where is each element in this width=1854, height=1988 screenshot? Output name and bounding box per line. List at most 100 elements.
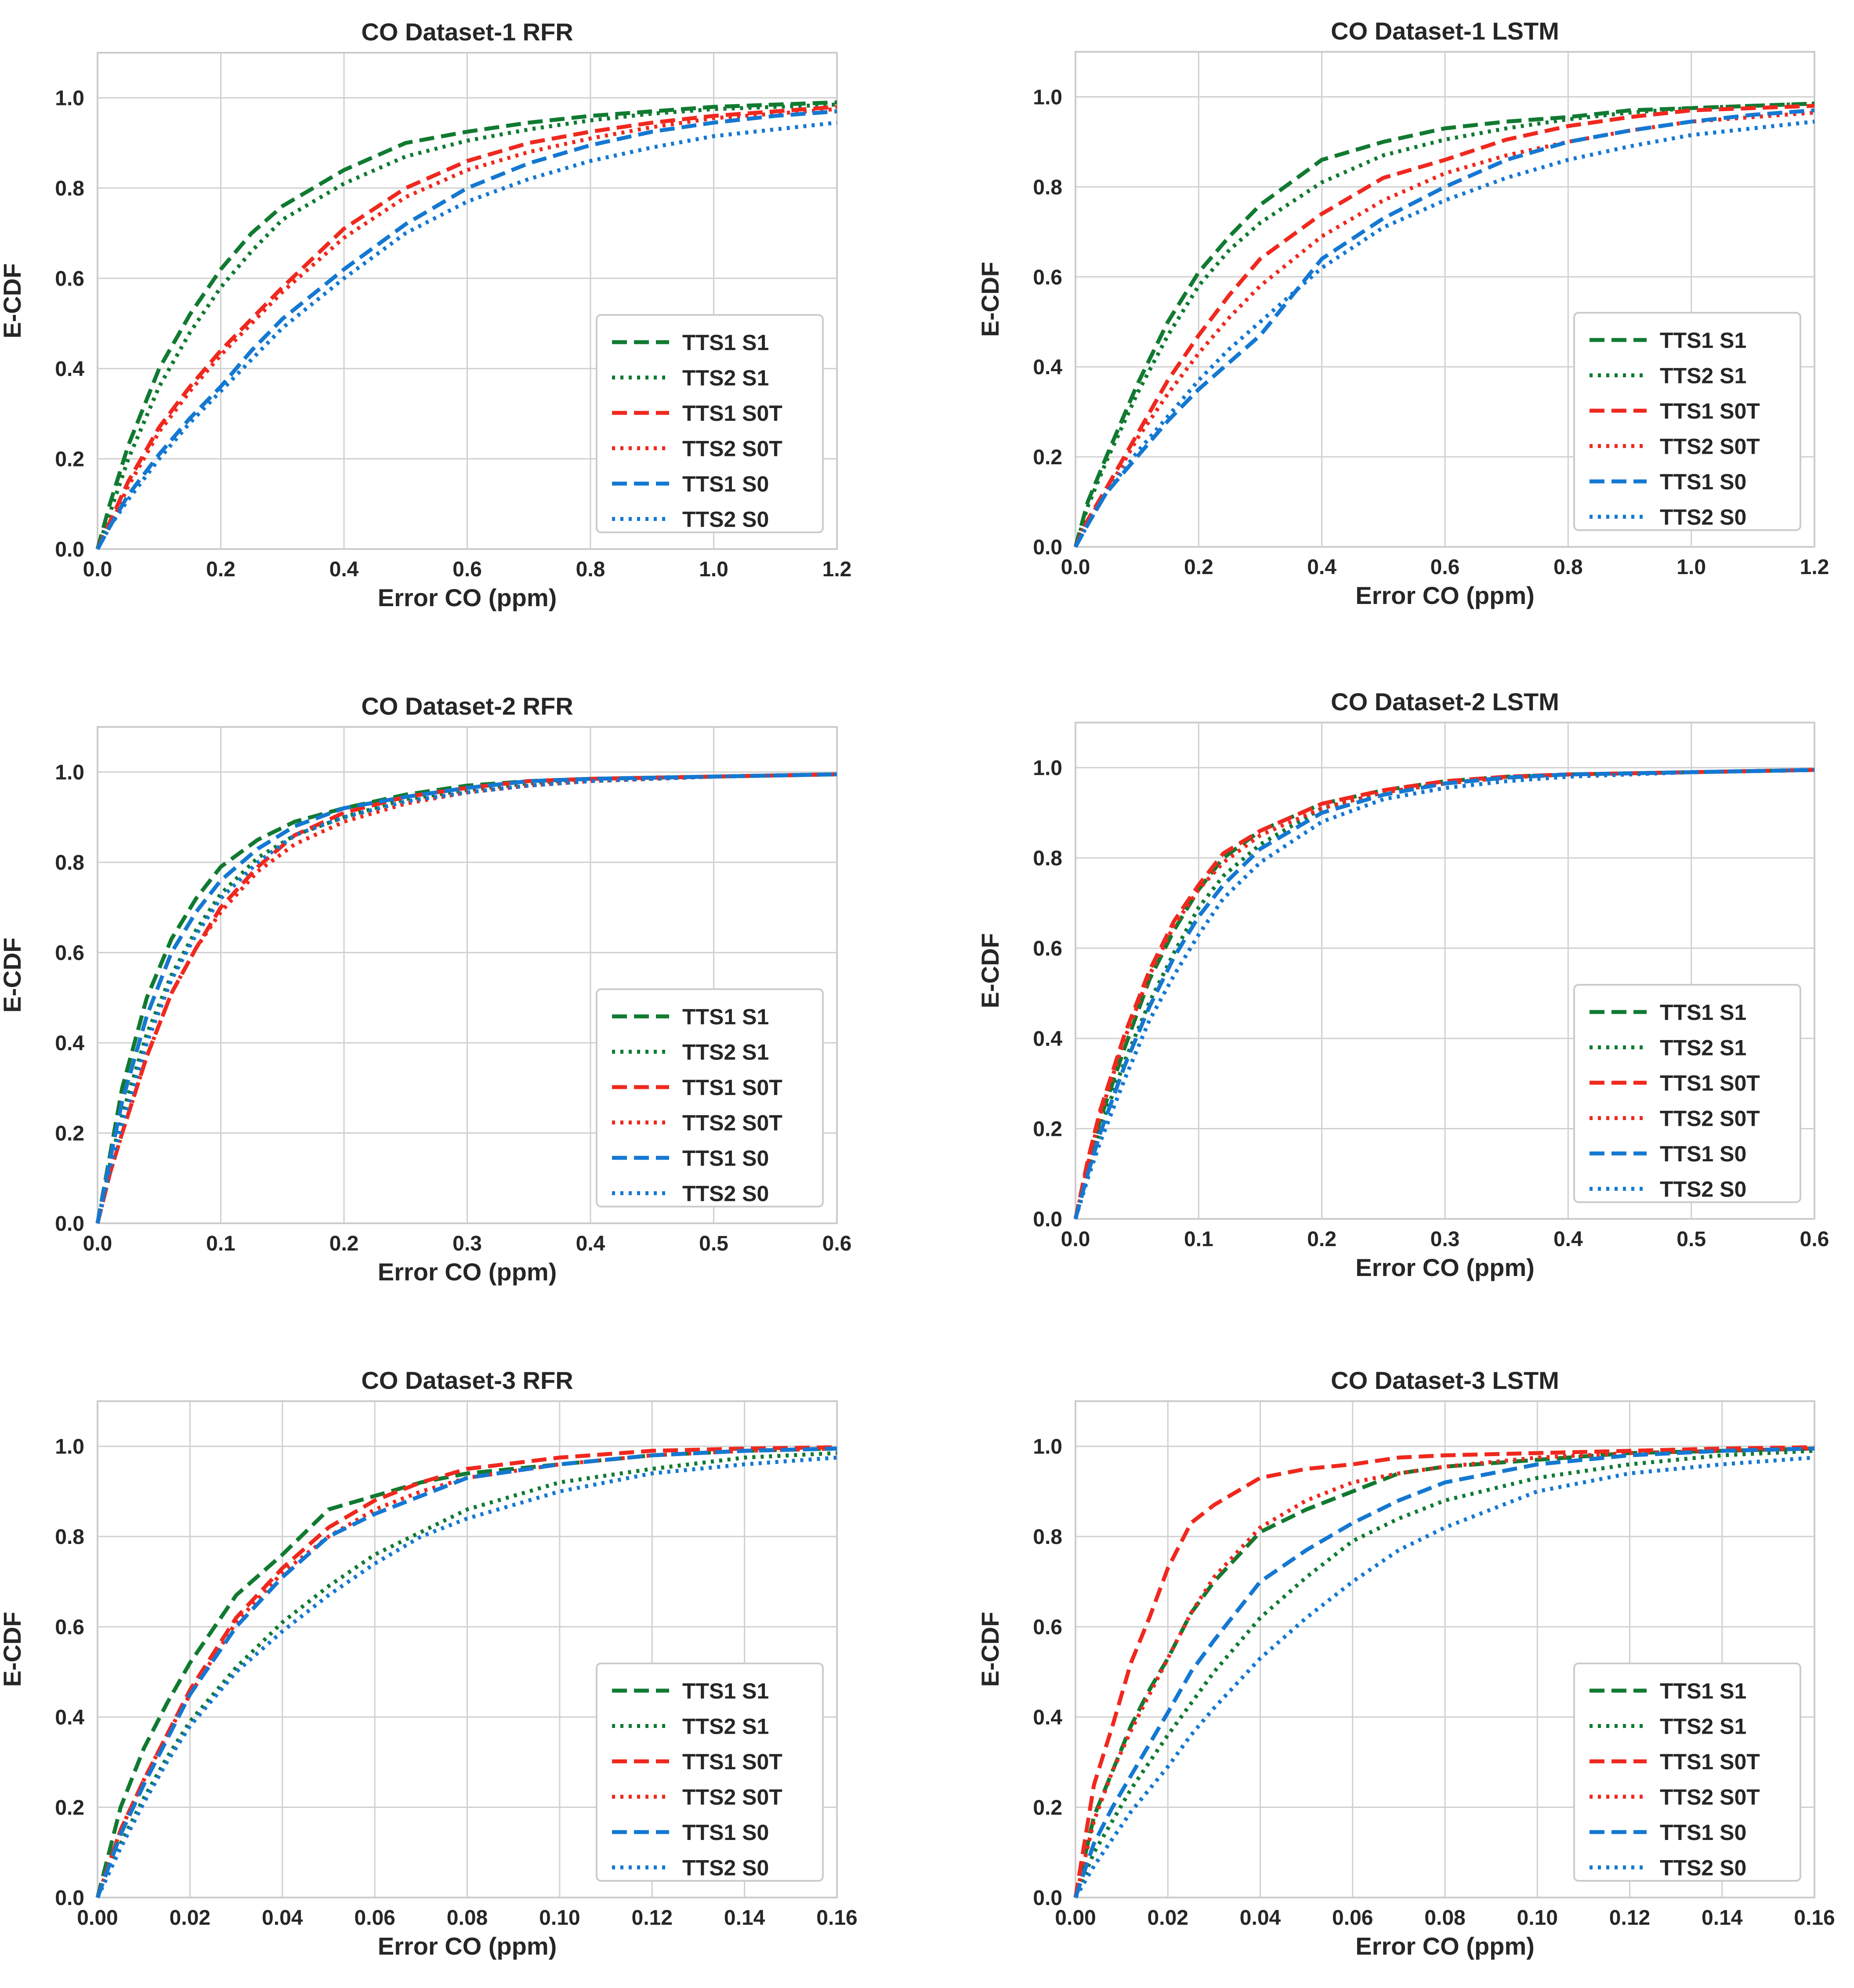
series-line-tts2-s0t [1073, 1446, 1815, 1898]
x-tick-label: 0.1 [1184, 1228, 1213, 1251]
x-tick-label: 1.0 [699, 558, 728, 581]
legend: TTS1 S1 TTS2 S1 TTS1 S0T TTS2 S0T TTS1 S0 TTS… [1573, 312, 1801, 531]
legend-label: TTS2 S1 [682, 1040, 769, 1065]
legend-box [596, 314, 824, 533]
y-tick-label: 0.2 [55, 1796, 84, 1820]
legend: TTS1 S1 TTS2 S1 TTS1 S0T TTS2 S0T TTS1 S0 TTS… [1573, 1663, 1801, 1882]
series-line-tts1-s0t [95, 105, 837, 550]
legend-label: TTS1 S0 [1660, 1142, 1746, 1166]
legend-label: TTS2 S0T [1660, 1106, 1760, 1131]
legend-label: TTS1 S0 [682, 1146, 769, 1171]
x-tick-label: 0.08 [1424, 1906, 1465, 1930]
series-line-tts2-s0 [1074, 1455, 1815, 1899]
series-line-tts2-s0 [95, 772, 837, 1224]
y-tick-label: 0.0 [55, 1887, 84, 1910]
legend-label: TTS2 S0 [1660, 1856, 1746, 1880]
plot-frame [97, 52, 838, 550]
x-tick-label: 0.02 [1148, 1906, 1188, 1930]
x-axis-label: Error CO (ppm) [378, 1258, 557, 1286]
x-tick-label: 1.2 [1800, 556, 1829, 579]
legend-label: TTS1 S1 [1660, 1000, 1746, 1025]
legend-box [596, 1663, 824, 1882]
x-tick-label: 0.04 [1240, 1906, 1281, 1930]
x-tick-label: 0.14 [724, 1906, 765, 1930]
y-tick-label: 0.4 [55, 358, 84, 381]
y-tick-label: 0.8 [55, 1525, 84, 1549]
legend-label: TTS1 S0 [1660, 470, 1746, 494]
legend: TTS1 S1 TTS2 S1 TTS1 S0T TTS2 S0T TTS1 S0 TTS… [596, 1663, 824, 1882]
x-tick-label: 0.4 [1553, 1228, 1583, 1251]
y-tick-label: 0.0 [55, 538, 84, 561]
x-tick-label: 0.8 [576, 558, 605, 581]
x-tick-label: 0.6 [822, 1232, 852, 1255]
x-axis-label: Error CO (ppm) [1355, 582, 1535, 609]
plot-frame [97, 726, 838, 1224]
legend-label: TTS2 S0 [682, 1182, 769, 1206]
legend-label: TTS1 S1 [1660, 328, 1746, 353]
legend-label: TTS1 S1 [682, 1679, 769, 1703]
y-tick-label: 0.2 [1033, 1796, 1062, 1820]
legend-label: TTS1 S1 [682, 330, 769, 355]
y-tick-label: 0.2 [55, 448, 84, 471]
x-tick-label: 0.04 [262, 1906, 303, 1930]
legend-label: TTS1 S0T [1660, 1749, 1760, 1774]
legend-label: TTS1 S0T [682, 1075, 782, 1100]
series-line-tts1-s0t [1073, 104, 1815, 548]
y-tick-label: 0.4 [1033, 356, 1062, 379]
x-tick-label: 0.3 [453, 1232, 482, 1255]
x-tick-label: 0.02 [170, 1906, 210, 1930]
x-tick-label: 0.16 [1794, 1906, 1835, 1930]
x-tick-label: 0.1 [206, 1232, 235, 1255]
y-tick-label: 0.2 [55, 1122, 84, 1146]
y-tick-label: 0.8 [55, 851, 84, 875]
x-axis-label: Error CO (ppm) [378, 584, 557, 611]
x-axis-label: Error CO (ppm) [1355, 1932, 1535, 1960]
x-tick-label: 0.10 [539, 1906, 580, 1930]
legend: TTS1 S1 TTS2 S1 TTS1 S0T TTS2 S0T TTS1 S0 TTS… [596, 314, 824, 533]
legend-label: TTS1 S0T [1660, 399, 1760, 423]
series-line-tts2-s0t [95, 1446, 837, 1898]
x-axis-label: Error CO (ppm) [1355, 1254, 1535, 1281]
x-tick-label: 0.08 [447, 1906, 488, 1930]
series-line-tts2-s0t [96, 107, 837, 550]
chart-panel-2: 0.0 0.2 0.4 0.6 0.8 1.0 1.2 0.0 0.2 0.4 0.6 0.8 1.0 C… [976, 17, 1829, 609]
x-tick-label: 0.00 [1055, 1906, 1096, 1930]
legend-box [596, 988, 824, 1207]
y-tick-label: 0.0 [1033, 1887, 1062, 1910]
y-axis-label: E-CDF [0, 1612, 26, 1687]
y-tick-label: 1.0 [1033, 1435, 1062, 1459]
y-tick-label: 0.4 [55, 1032, 84, 1055]
plot-frame [97, 1400, 838, 1898]
legend-label: TTS1 S0 [682, 1820, 769, 1845]
legend-label: TTS1 S0T [682, 401, 782, 426]
x-axis-label: Error CO (ppm) [378, 1932, 557, 1960]
chart-panel-4: 0.0 0.1 0.2 0.3 0.4 0.5 0.6 0.0 0.2 0.4 0.6 0.8 1.0 C… [976, 688, 1829, 1281]
y-tick-label: 0.2 [1033, 1118, 1062, 1141]
chart-title: CO Dataset-1 LSTM [1331, 17, 1559, 45]
y-tick-label: 0.8 [1033, 176, 1062, 199]
legend-label: TTS2 S0 [1660, 505, 1746, 530]
chart-panel-6: 0.00 0.02 0.04 0.06 0.08 0.10 0.12 0.14 0.16 0.0 0… [976, 1366, 1835, 1960]
y-tick-label: 0.4 [1033, 1027, 1062, 1051]
series-line-tts1-s0 [96, 109, 837, 550]
y-tick-label: 1.0 [55, 761, 84, 784]
y-tick-label: 0.4 [55, 1706, 84, 1729]
x-tick-label: 0.0 [83, 1232, 112, 1255]
y-tick-label: 0.0 [1033, 1208, 1062, 1231]
x-tick-label: 0.2 [206, 558, 235, 581]
series-line-tts1-s1 [1073, 101, 1815, 548]
series-line-tts2-s1 [1073, 101, 1815, 548]
chart-title: CO Dataset-3 RFR [361, 1366, 573, 1394]
series-line-tts1-s0 [1073, 768, 1815, 1220]
legend-box [1573, 1663, 1801, 1882]
series-line-tts2-s1 [95, 1451, 837, 1898]
x-tick-label: 0.16 [816, 1906, 857, 1930]
series-line-tts1-s1 [1073, 1446, 1815, 1898]
x-tick-label: 0.5 [699, 1232, 728, 1255]
legend-label: TTS2 S1 [1660, 1036, 1746, 1060]
x-tick-label: 1.0 [1677, 556, 1706, 579]
series-line-tts1-s0 [1073, 1446, 1815, 1898]
legend-label: TTS1 S1 [682, 1005, 769, 1029]
x-tick-label: 0.6 [1800, 1228, 1829, 1251]
chart-title: CO Dataset-1 RFR [361, 18, 573, 46]
